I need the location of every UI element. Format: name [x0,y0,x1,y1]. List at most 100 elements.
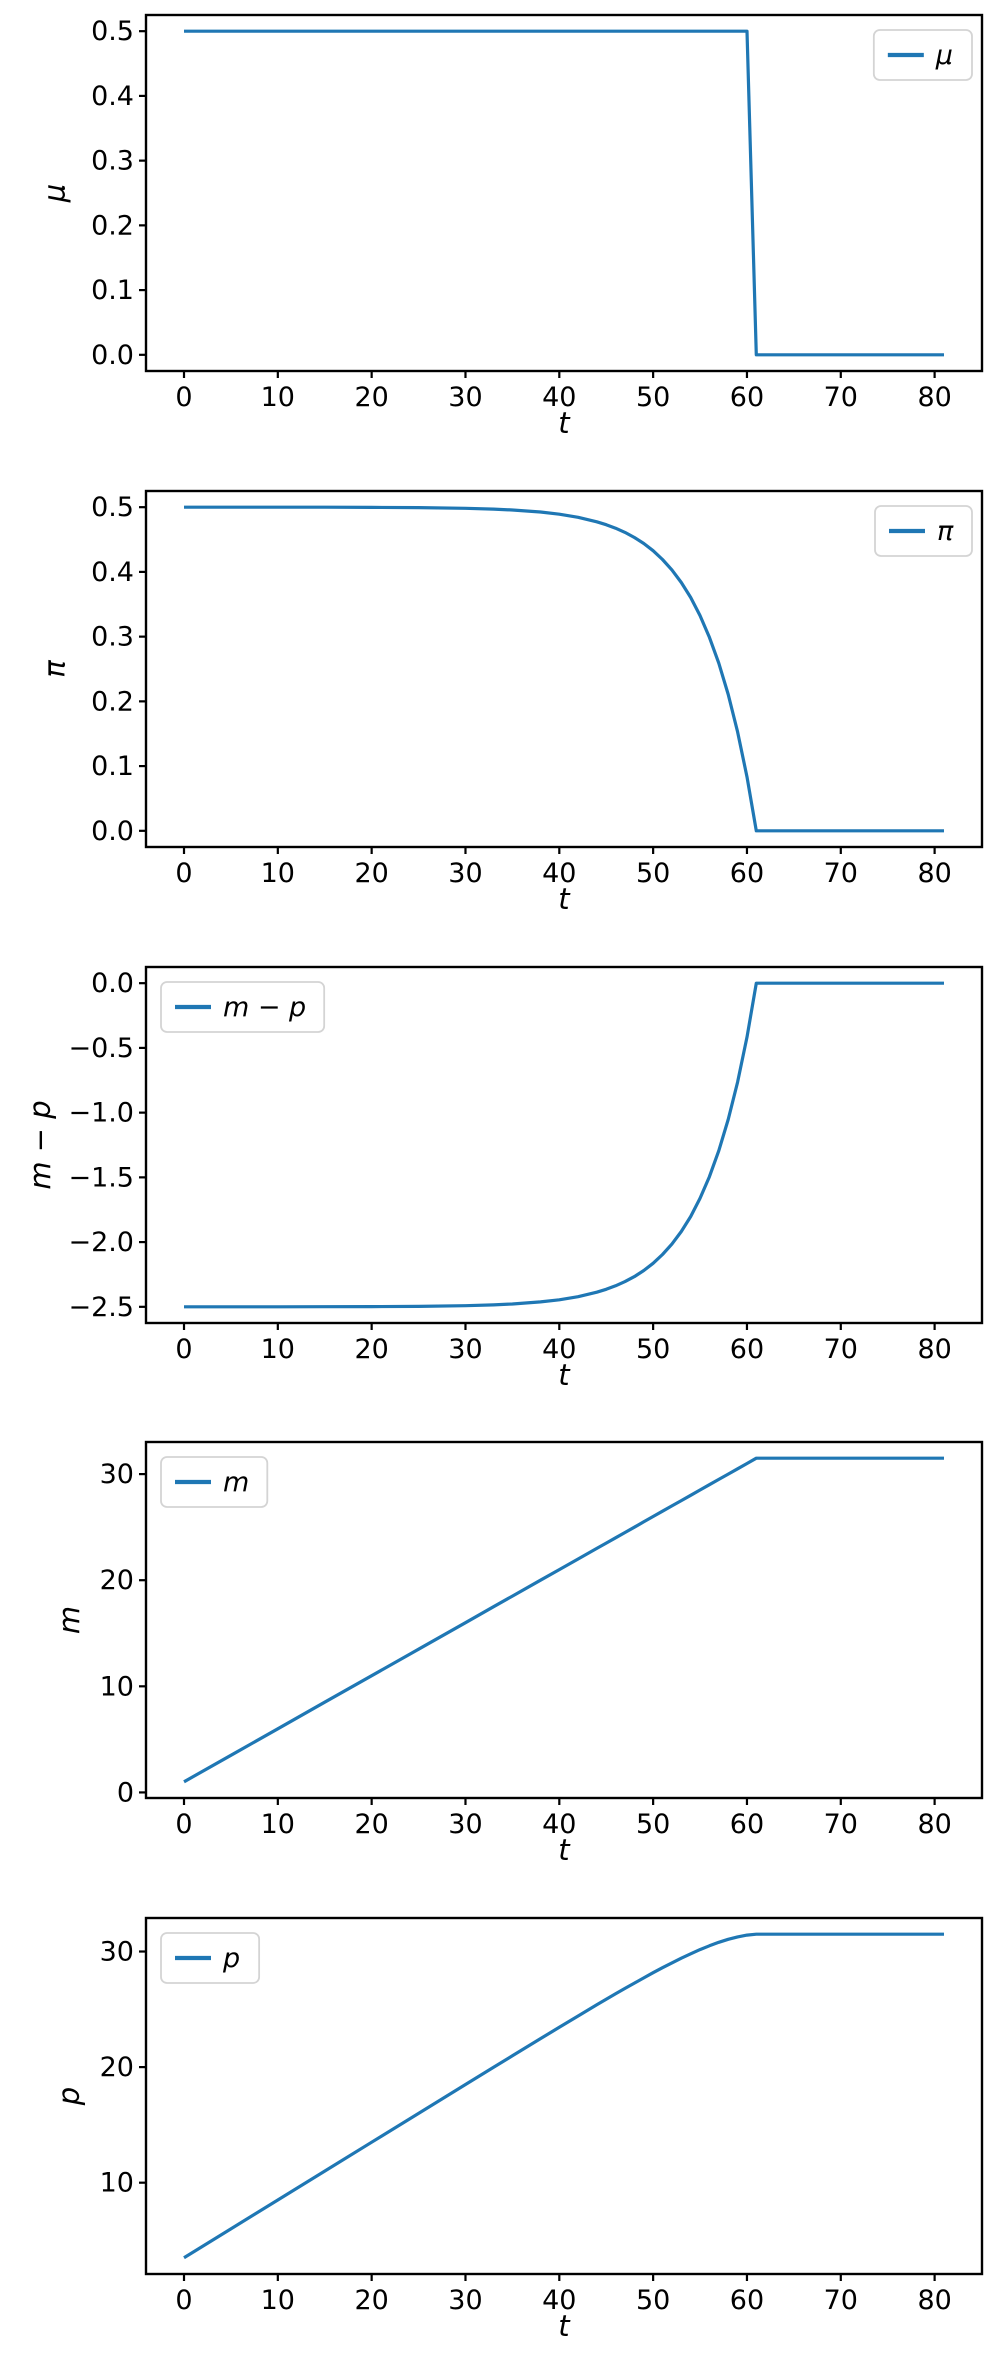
y-tick-label: 0.2 [91,210,134,241]
y-axis-label: m − p [23,1100,57,1189]
x-tick-label: 40 [542,382,576,413]
x-tick-label: 40 [542,1334,576,1365]
legend-label: m − p [223,992,306,1023]
chart-p-canvas: 0 10 20 30 40 50 60 70 80 10 20 30 t p p [52,1916,984,2343]
legend: μ [872,29,973,81]
x-tick-label: 20 [354,2285,388,2316]
x-tick-label: 0 [175,382,192,413]
y-tick-label: 10 [100,2168,134,2199]
legend: p [160,1932,261,1985]
chart-m-minus-p: 0 10 20 30 40 50 60 70 80 −2.5 −2.0 −1.5 −1.0 −0.5 0.0… [0,952,1003,1428]
x-tick-label: 20 [354,382,388,413]
y-tick-label: 0.1 [91,275,134,306]
y-tick-label: 0.3 [91,621,134,652]
y-tick-label: 20 [100,1566,134,1597]
chart-mu-canvas: 0 10 20 30 40 50 60 70 80 0.0 0.1 0.2 0.3 0.4 0.5 t μ μ [38,13,984,440]
x-tick-label: 80 [917,1809,951,1840]
y-axis-label: π [38,660,72,678]
x-tick-label: 20 [354,1334,388,1365]
x-tick-label: 70 [824,1809,858,1840]
x-axis-label: t [558,406,571,440]
x-tick-label: 20 [354,858,388,889]
y-tick-label: 30 [100,1459,134,1490]
chart-m-minus-p-canvas: 0 10 20 30 40 50 60 70 80 −2.5 −2.0 −1.5 −1.0 −0.5 0.0… [23,965,984,1392]
x-tick-label: 10 [261,2285,295,2316]
x-tick-label: 10 [261,1334,295,1365]
y-axis-label: p [52,2087,86,2106]
legend-label: p [222,1943,240,1974]
x-axis-label: t [558,882,571,916]
y-tick-label: 0.2 [91,686,134,717]
y-tick-label: 0.4 [91,557,134,588]
x-tick-label: 0 [175,1334,192,1365]
x-tick-label: 80 [917,1334,951,1365]
x-tick-label: 60 [730,1809,764,1840]
legend-box [160,980,326,1033]
x-tick-label: 50 [636,2285,670,2316]
x-tick-label: 70 [824,858,858,889]
x-tick-label: 10 [261,382,295,413]
plot-area [144,1441,984,1800]
x-tick-label: 30 [448,382,482,413]
x-tick-label: 60 [730,1334,764,1365]
x-tick-label: 50 [636,382,670,413]
x-tick-label: 0 [175,1809,192,1840]
x-tick-label: 30 [448,858,482,889]
series-line-mu [184,29,944,357]
x-axis-label: t [558,1358,571,1392]
y-tick-label: −2.0 [68,1227,134,1258]
x-tick-label: 70 [824,382,858,413]
y-tick-label: 0.0 [91,340,134,371]
x-tick-label: 40 [542,858,576,889]
series-line-p [183,1932,944,2260]
x-tick-label: 50 [636,858,670,889]
x-tick-label: 0 [175,858,192,889]
x-tick-label: 60 [730,858,764,889]
y-tick-label: 0.0 [91,816,134,847]
y-axis-label: μ [38,184,72,203]
x-tick-label: 0 [175,2285,192,2316]
y-tick-label: 0.4 [91,81,134,112]
y-tick-label: 0.1 [91,751,134,782]
y-tick-label: 0.0 [91,968,134,999]
chart-m-canvas: 0 10 20 30 40 50 60 70 80 0 10 20 30 t m m [52,1441,984,1867]
y-tick-label: −1.0 [68,1097,134,1128]
series-line-pi [184,505,944,833]
legend-label: π [937,516,954,547]
x-tick-label: 30 [448,1334,482,1365]
x-tick-label: 30 [448,1809,482,1840]
x-tick-label: 80 [917,382,951,413]
legend: m − p [160,980,326,1033]
y-tick-label: −2.5 [68,1291,134,1322]
chart-p: 0 10 20 30 40 50 60 70 80 10 20 30 t p p [0,1903,1003,2379]
chart-pi: 0 10 20 30 40 50 60 70 80 0.0 0.1 0.2 0.3 0.4 0.5 t π π [0,476,1003,952]
x-tick-label: 80 [917,2285,951,2316]
x-axis-label: t [558,2309,571,2343]
legend-box [160,1456,269,1509]
x-tick-label: 40 [542,1809,576,1840]
plot-area [144,1916,984,2276]
series-line-m [183,1456,944,1784]
x-tick-label: 20 [354,1809,388,1840]
x-tick-label: 10 [261,858,295,889]
chart-mu: 0 10 20 30 40 50 60 70 80 0.0 0.1 0.2 0.3 0.4 0.5 t μ μ [0,0,1003,476]
legend-label: μ [935,40,953,71]
x-tick-label: 80 [917,858,951,889]
x-tick-label: 60 [730,382,764,413]
x-tick-label: 70 [824,1334,858,1365]
y-tick-label: −0.5 [68,1033,134,1064]
legend: m [160,1456,269,1509]
chart-m: 0 10 20 30 40 50 60 70 80 0 10 20 30 t m m [0,1427,1003,1903]
y-tick-label: −1.5 [68,1162,134,1193]
x-tick-label: 40 [542,2285,576,2316]
y-tick-label: 0.5 [91,16,134,47]
x-tick-label: 10 [261,1809,295,1840]
x-tick-label: 30 [448,2285,482,2316]
y-tick-label: 0.5 [91,492,134,523]
legend: π [874,504,973,557]
plot-area [144,965,984,1324]
y-tick-label: 20 [100,2052,134,2083]
x-tick-label: 50 [636,1334,670,1365]
x-axis-label: t [558,1833,571,1867]
